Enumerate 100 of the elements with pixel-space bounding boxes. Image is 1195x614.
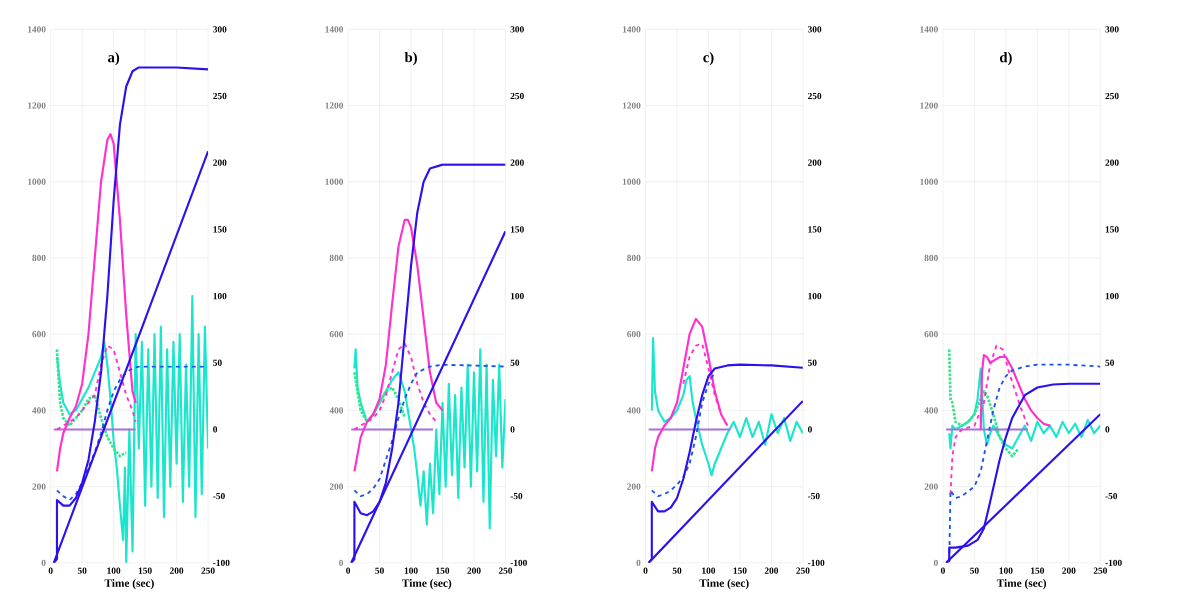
y-tick-label: 200 (924, 483, 938, 490)
x-tick-label: 100 (702, 567, 716, 575)
y-tick-label: 800 (32, 255, 46, 262)
y2-tick-label: 200 (510, 159, 524, 167)
x-tick-label: 100 (404, 567, 418, 575)
y-tick-label: 400 (32, 407, 46, 414)
x-axis-title: Time (sec) (996, 579, 1047, 590)
x-tick-label: 50 (77, 567, 87, 575)
y2-tick-label: 150 (510, 226, 524, 233)
x-tick-label: 200 (169, 567, 184, 575)
text: d) (999, 52, 1012, 66)
y-tick-label: 800 (329, 255, 344, 262)
y-tick-label: 1000 (28, 178, 46, 186)
x-axis-title: Time (sec) (104, 579, 154, 590)
y-tick-label: 200 (329, 483, 344, 490)
y2-tick-label: -50 (1105, 493, 1118, 500)
x-tick-label: 200 (467, 567, 481, 575)
y2-tick-label: 200 (213, 159, 227, 167)
y2-tick-label: 50 (1105, 359, 1115, 367)
x-tick-label: 100 (999, 567, 1013, 575)
x-tick-label: 150 (733, 567, 747, 575)
y2-tick-label: 0 (1105, 426, 1110, 433)
y-tick-label: 1200 (28, 102, 46, 109)
y2-tick-label: 250 (213, 93, 227, 100)
y2-tick-label: 0 (510, 426, 515, 433)
y2-tick-label: 200 (1105, 159, 1119, 167)
y2-tick-label: 250 (808, 93, 822, 100)
y2-tick-label: 0 (213, 426, 218, 433)
y-tick-label: 1400 (28, 26, 46, 33)
y2-tick-label: -50 (213, 493, 225, 500)
y2-tick-label: 300 (807, 26, 822, 33)
y-tick-label: 0 (933, 559, 938, 567)
y2-tick-label: 50 (807, 359, 817, 367)
x-tick-label: 250 (1093, 567, 1107, 575)
y2-tick-label: 150 (808, 226, 822, 233)
y2-tick-label: 150 (213, 226, 227, 233)
x-tick-label: 250 (498, 567, 513, 575)
y2-tick-label: 300 (510, 26, 524, 33)
x-tick-label: 100 (107, 567, 121, 575)
x-tick-label: 150 (138, 567, 152, 575)
y-tick-label: 600 (32, 331, 46, 338)
y-tick-label: 400 (626, 407, 641, 414)
y-tick-label: 400 (329, 407, 344, 414)
y2-tick-label: 100 (1105, 293, 1119, 300)
x-tick-label: 200 (764, 567, 779, 575)
y-tick-label: 1400 (920, 26, 938, 33)
y2-tick-label: 100 (213, 293, 227, 300)
y2-tick-label: -100 (510, 559, 527, 567)
y2-tick-label: 50 (213, 359, 222, 367)
x-tick-label: 150 (436, 567, 450, 575)
y2-tick-label: -100 (1105, 559, 1122, 567)
y-tick-label: 400 (924, 407, 938, 414)
y-tick-label: 600 (627, 331, 641, 338)
y2-tick-label: 200 (808, 159, 822, 167)
y-tick-label: 1000 (920, 178, 938, 186)
y-tick-label: 0 (636, 559, 641, 567)
x-tick-label: 250 (201, 567, 215, 575)
y2-tick-label: 150 (1105, 226, 1119, 233)
y-tick-label: 600 (924, 331, 938, 338)
y-tick-label: 1400 (325, 26, 344, 33)
x-axis-title: Time (sec) (402, 579, 452, 590)
x-tick-label: 0 (940, 567, 945, 575)
y2-tick-label: 250 (510, 93, 524, 100)
y2-tick-label: 250 (1105, 93, 1119, 100)
y-tick-label: 800 (627, 255, 641, 262)
x-tick-label: 50 (375, 567, 384, 575)
x-tick-label: 0 (346, 567, 351, 575)
y2-tick-label: -50 (510, 493, 523, 500)
x-tick-label: 250 (796, 567, 810, 575)
text: a) (108, 52, 120, 66)
y-tick-label: 800 (924, 255, 938, 262)
x-tick-label: 50 (672, 567, 682, 575)
y2-tick-label: -100 (807, 559, 825, 567)
text: b) (404, 52, 417, 66)
y2-tick-label: -50 (807, 493, 820, 500)
y-tick-label: 200 (32, 483, 46, 490)
y-tick-label: 1400 (622, 26, 641, 33)
y2-tick-label: 300 (1105, 26, 1119, 33)
y-tick-label: 1000 (325, 178, 344, 186)
y2-tick-label: 300 (213, 26, 227, 33)
x-tick-label: 50 (970, 567, 979, 575)
x-tick-label: 150 (1031, 567, 1045, 575)
y-tick-label: 1200 (325, 102, 344, 109)
y2-tick-label: 50 (510, 359, 520, 367)
y2-tick-label: 100 (808, 293, 822, 300)
y-tick-label: 1200 (622, 102, 641, 109)
x-axis-title: Time (sec) (699, 579, 749, 590)
y-tick-label: 0 (41, 559, 46, 567)
y2-tick-label: 0 (807, 426, 812, 433)
x-tick-label: 200 (1062, 567, 1076, 575)
y-tick-label: 200 (627, 483, 641, 490)
y-tick-label: 600 (329, 331, 344, 338)
y-tick-label: 1000 (622, 178, 641, 186)
x-tick-label: 0 (643, 567, 648, 575)
text: c) (703, 52, 714, 66)
y-tick-label: 0 (339, 559, 344, 567)
y2-tick-label: -100 (213, 559, 230, 567)
y2-tick-label: 100 (510, 293, 524, 300)
x-tick-label: 0 (48, 567, 53, 575)
y-tick-label: 1200 (920, 102, 938, 109)
